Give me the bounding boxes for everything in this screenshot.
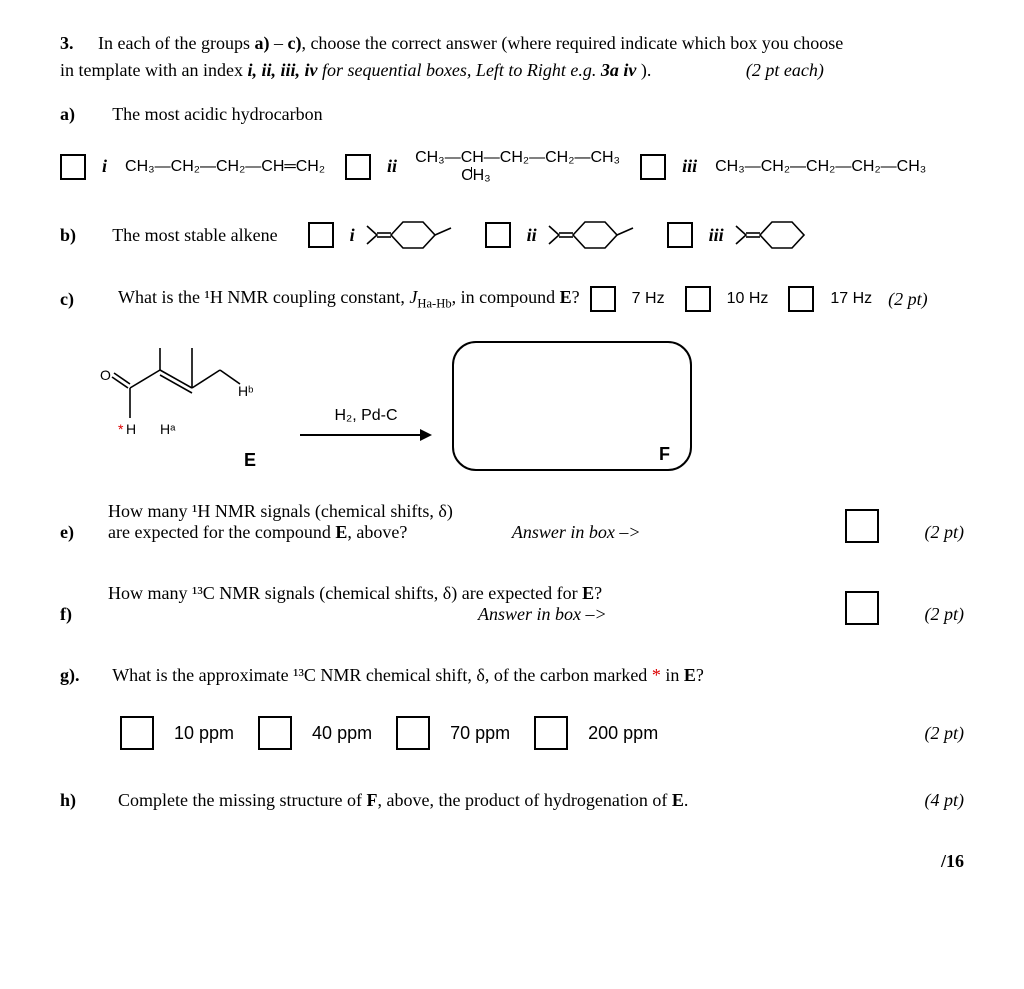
- svg-text:H: H: [126, 421, 136, 437]
- svg-text:O: O: [100, 367, 111, 383]
- a-option-i: i CH₃—CH₂—CH₂—CH═CH₂: [60, 154, 325, 180]
- b-prompt: The most stable alkene: [112, 225, 277, 245]
- answer-box[interactable]: [845, 591, 879, 625]
- answer-box[interactable]: [120, 716, 154, 750]
- answer-box[interactable]: [396, 716, 430, 750]
- part-f: f) How many ¹³C NMR signals (chemical sh…: [60, 583, 964, 625]
- part-c: c) What is the ¹H NMR coupling constant,…: [60, 286, 964, 312]
- answer-box[interactable]: [258, 716, 292, 750]
- alkene-iii-icon: [734, 212, 824, 258]
- a-option-iii: iii CH₃—CH₂—CH₂—CH₂—CH₃: [640, 154, 926, 180]
- a-prompt: The most acidic hydrocarbon: [112, 104, 322, 124]
- answer-box[interactable]: [590, 286, 616, 312]
- answer-box[interactable]: [685, 286, 711, 312]
- product-box[interactable]: F: [452, 341, 692, 471]
- reagent: H₂, Pd-C: [334, 407, 397, 425]
- part-a: a) The most acidic hydrocarbon i CH₃—CH₂…: [60, 104, 964, 184]
- q-number: 3.: [60, 33, 74, 53]
- reaction-arrow: H₂, Pd-C: [300, 407, 432, 441]
- b-option-iii: iii: [667, 212, 824, 258]
- svg-text:Hᵃ: Hᵃ: [160, 421, 176, 437]
- part-h: h) Complete the missing structure of F, …: [60, 790, 964, 811]
- part-b: b) The most stable alkene i ii: [60, 212, 964, 258]
- answer-box[interactable]: [534, 716, 568, 750]
- part-e: e) How many ¹H NMR signals (chemical shi…: [60, 501, 964, 543]
- part-g: g). What is the approximate ¹³C NMR chem…: [60, 665, 964, 750]
- a-chem-i: CH₃—CH₂—CH₂—CH═CH₂: [125, 158, 325, 176]
- answer-box[interactable]: [788, 286, 814, 312]
- answer-box[interactable]: [308, 222, 334, 248]
- answer-box[interactable]: [345, 154, 371, 180]
- b-option-ii: ii: [485, 212, 637, 258]
- answer-box[interactable]: [667, 222, 693, 248]
- compound-e: O * H Hᵃ Hᵇ E: [100, 340, 280, 471]
- alkene-ii-icon: [547, 212, 637, 258]
- h-star: *: [118, 421, 124, 437]
- a-option-ii: ii CH₃—CH—CH₂—CH₂—CH₃ CH₃: [345, 149, 620, 184]
- a-chem-ii: CH₃—CH—CH₂—CH₂—CH₃ CH₃: [415, 149, 620, 184]
- answer-box[interactable]: [60, 154, 86, 180]
- b-option-i: i: [308, 212, 455, 258]
- answer-box[interactable]: [485, 222, 511, 248]
- reaction-scheme: O * H Hᵃ Hᵇ E H₂, Pd-C: [100, 340, 964, 471]
- a-chem-iii: CH₃—CH₂—CH₂—CH₂—CH₃: [715, 158, 926, 176]
- question-intro: 3. In each of the groups a) – c), choose…: [60, 30, 964, 84]
- answer-box[interactable]: [640, 154, 666, 180]
- answer-box[interactable]: [845, 509, 879, 543]
- svg-text:Hᵇ: Hᵇ: [238, 383, 253, 399]
- alkene-i-icon: [365, 212, 455, 258]
- total-points: /16: [60, 851, 964, 872]
- points-each: (2 pt each): [746, 60, 824, 80]
- e-label: E: [100, 450, 280, 471]
